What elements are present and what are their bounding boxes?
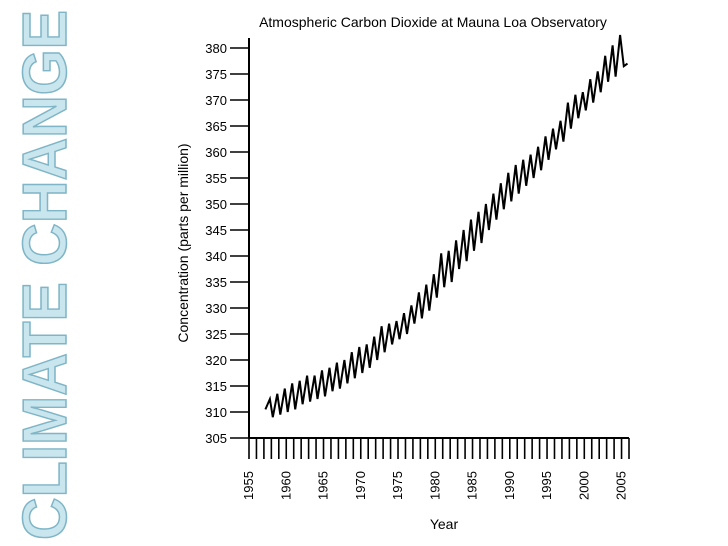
y-tick-label: 355: [205, 171, 227, 186]
y-tick-label: 310: [205, 405, 227, 420]
y-axis-title: Concentration (parts per million): [175, 143, 191, 342]
x-tick-label: 2000: [576, 471, 591, 500]
x-tick-label: 1985: [465, 471, 480, 500]
y-tick-label: 370: [205, 93, 227, 108]
x-tick-label: 1965: [316, 471, 331, 500]
x-tick-label: 1955: [241, 471, 256, 500]
plot-area: [264, 34, 629, 418]
y-tick-label: 380: [205, 41, 227, 56]
y-tick-label: 325: [205, 327, 227, 342]
y-axis: 305 310 315 320 325 330 335 340 345 350 355 360 365 3…: [205, 41, 249, 446]
y-tick-label: 320: [205, 353, 227, 368]
x-tick-label: 2005: [614, 471, 629, 500]
y-tick-label: 305: [205, 431, 227, 446]
co2-series-line: [264, 34, 629, 418]
x-tick-label: 1960: [278, 471, 293, 500]
x-tick-label: 1975: [390, 471, 405, 500]
climate-change-banner: CLIMATE CHANGE: [10, 9, 81, 541]
y-tick-label: 365: [205, 119, 227, 134]
x-axis: 1955 1960 1965 1970 1975 1980 1985 1990 1995 2000…: [241, 438, 630, 500]
chart-title: Atmospheric Carbon Dioxide at Mauna Loa …: [259, 14, 607, 30]
y-tick-label: 375: [205, 67, 227, 82]
y-tick-label: 350: [205, 197, 227, 212]
y-tick-label: 340: [205, 249, 227, 264]
x-tick-label: 1990: [502, 471, 517, 500]
y-tick-label: 360: [205, 145, 227, 160]
y-tick-label: 330: [205, 301, 227, 316]
banner-title: CLIMATE CHANGE: [11, 10, 80, 540]
x-axis-title: Year: [430, 516, 459, 532]
y-tick-label: 345: [205, 223, 227, 238]
x-tick-label: 1980: [427, 471, 442, 500]
x-tick-label: 1995: [539, 471, 554, 500]
y-tick-label: 335: [205, 275, 227, 290]
x-tick-label: 1970: [353, 471, 368, 500]
y-tick-label: 315: [205, 379, 227, 394]
